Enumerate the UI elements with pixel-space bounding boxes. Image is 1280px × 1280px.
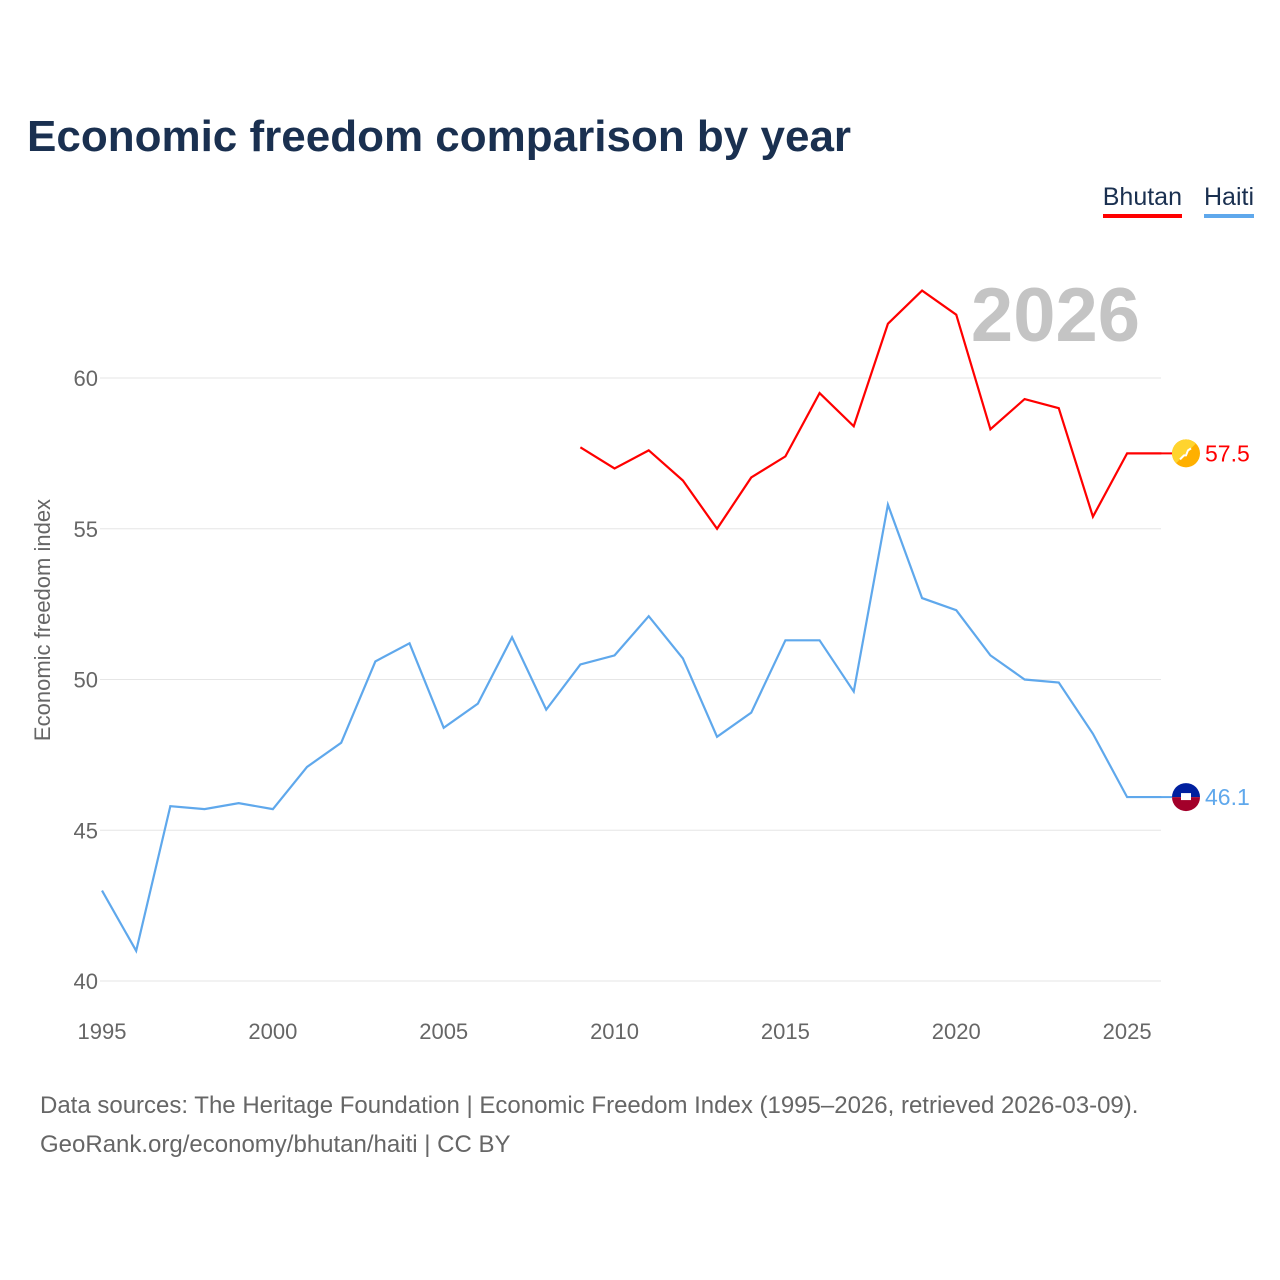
data-point-haiti <box>613 653 617 657</box>
data-point-haiti <box>544 708 548 712</box>
data-point-haiti <box>203 807 207 811</box>
x-tick-label: 2025 <box>1103 1019 1152 1044</box>
data-point-haiti <box>100 889 104 893</box>
data-point-bhutan <box>783 454 787 458</box>
data-point-bhutan <box>988 427 992 431</box>
x-tick-label: 1995 <box>78 1019 127 1044</box>
data-point-haiti <box>510 635 514 639</box>
data-point-haiti <box>442 726 446 730</box>
series-line-haiti <box>101 500 1162 954</box>
data-point-haiti <box>681 656 685 660</box>
data-point-haiti <box>1057 681 1061 685</box>
data-point-haiti <box>305 765 309 769</box>
data-point-haiti <box>818 638 822 642</box>
data-point-bhutan <box>954 313 958 317</box>
data-point-bhutan <box>647 448 651 452</box>
year-watermark: 2026 <box>971 273 1140 358</box>
data-point-haiti <box>168 804 172 808</box>
data-point-haiti <box>578 662 582 666</box>
data-point-bhutan <box>852 424 856 428</box>
data-point-haiti <box>1091 732 1095 736</box>
data-point-haiti <box>783 638 787 642</box>
y-tick-label: 50 <box>74 668 98 693</box>
footer: Data sources: The Heritage Foundation | … <box>40 1086 1138 1164</box>
haiti-flag-icon-emblem <box>1181 793 1191 801</box>
legend: Bhutan Haiti <box>1102 183 1254 218</box>
data-point-bhutan <box>681 479 685 483</box>
x-tick-label: 2020 <box>932 1019 981 1044</box>
bhutan-flag-icon-top <box>1172 439 1196 464</box>
y-tick-label: 45 <box>74 818 98 843</box>
source-note: Data sources: The Heritage Foundation | … <box>40 1092 1139 1119</box>
y-tick-label: 40 <box>74 969 98 994</box>
data-point-bhutan <box>1023 397 1027 401</box>
y-axis-label: Economic freedom index <box>30 499 55 741</box>
data-point-haiti <box>920 596 924 600</box>
bhutan-flag-icon-dragon <box>1179 447 1192 461</box>
data-point-bhutan <box>1057 406 1061 410</box>
data-point-haiti <box>954 608 958 612</box>
data-point-haiti <box>339 741 343 745</box>
series-line-bhutan <box>579 289 1162 531</box>
data-point-haiti <box>476 702 480 706</box>
data-point-bhutan <box>886 322 890 326</box>
data-point-bhutan <box>749 475 753 479</box>
data-point-haiti <box>408 641 412 645</box>
x-tick-label: 2000 <box>248 1019 297 1044</box>
haiti-flag-icon-top <box>1172 783 1200 798</box>
data-point-haiti <box>715 735 719 739</box>
legend-item-bhutan[interactable]: Bhutan <box>1102 183 1182 218</box>
data-point-bhutan <box>578 445 582 449</box>
chart-title: Economic freedom comparison by year <box>27 112 852 161</box>
legend-item-haiti[interactable]: Haiti <box>1203 183 1254 218</box>
data-point-haiti <box>373 659 377 663</box>
haiti-flag-icon-bottom <box>1172 797 1200 812</box>
end-value-label-bhutan: 57.5 <box>1205 440 1250 466</box>
data-point-haiti <box>1023 678 1027 682</box>
y-tick-label: 55 <box>74 517 98 542</box>
credit-link[interactable]: GeoRank.org/economy/bhutan/haiti | CC BY <box>40 1131 511 1158</box>
data-point-haiti <box>237 801 241 805</box>
data-point-haiti <box>134 949 138 953</box>
data-point-haiti <box>886 503 890 507</box>
x-tick-label: 2015 <box>761 1019 810 1044</box>
data-point-haiti <box>647 614 651 618</box>
end-value-label-haiti: 46.1 <box>1205 784 1250 810</box>
data-point-bhutan <box>715 527 719 531</box>
x-tick-label: 2010 <box>590 1019 639 1044</box>
data-point-bhutan <box>613 466 617 470</box>
data-point-haiti <box>749 711 753 715</box>
data-point-haiti <box>852 690 856 694</box>
data-point-haiti <box>1125 795 1129 799</box>
data-point-bhutan <box>818 391 822 395</box>
data-point-bhutan <box>1091 515 1095 519</box>
x-tick-label: 2005 <box>419 1019 468 1044</box>
data-point-bhutan <box>920 289 924 293</box>
y-tick-label: 60 <box>74 366 98 391</box>
data-point-haiti <box>988 653 992 657</box>
data-point-haiti <box>271 807 275 811</box>
data-point-bhutan <box>1125 451 1129 455</box>
